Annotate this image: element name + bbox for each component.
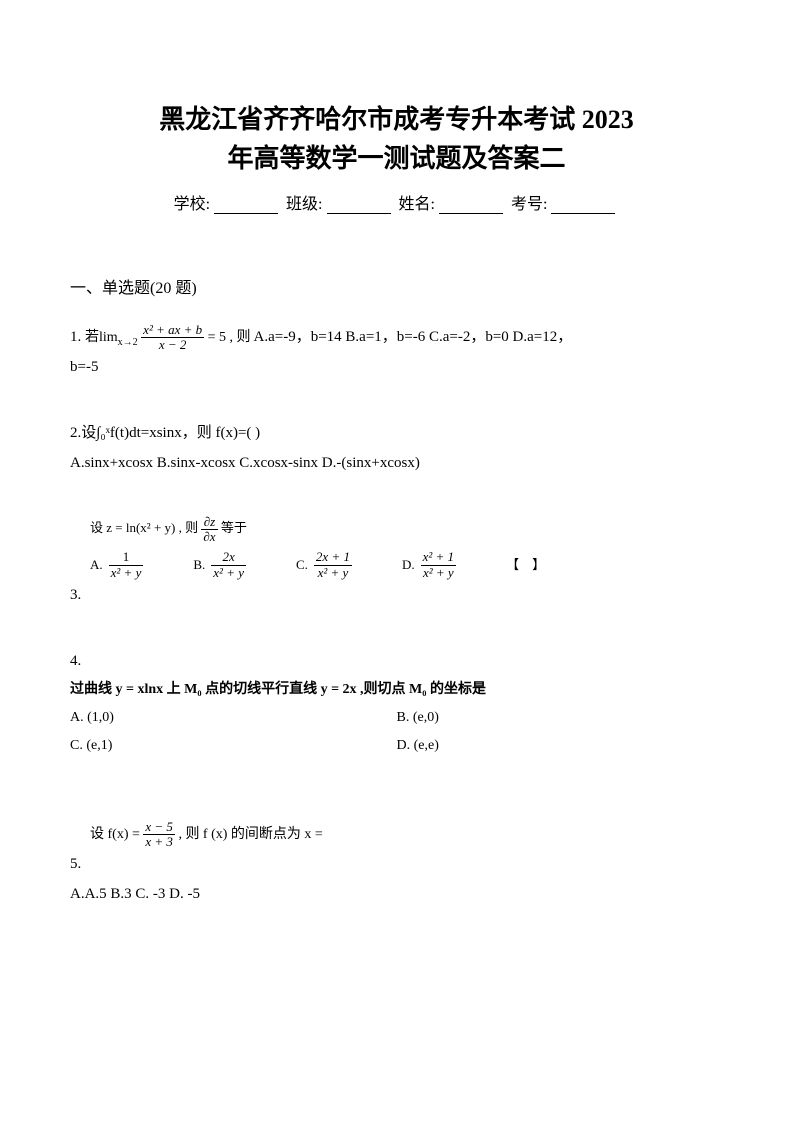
q3-d-den: x² + y [421, 566, 456, 580]
question-4: 4. 过曲线 y = xlnx 上 M₀ 点的切线平行直线 y = 2x ,则切… [70, 646, 723, 760]
school-blank [214, 198, 278, 214]
q4-opt-b: B. (e,0) [397, 704, 724, 732]
q5-frac-den: x + 3 [143, 835, 175, 849]
q3-d-label: D. [402, 551, 415, 580]
question-1: 1. 若limx→2 x² + ax + b x − 2 = 5 , 则 A.a… [70, 322, 723, 382]
q1-frac-den: x − 2 [141, 338, 204, 352]
q1-math: 若limx→2 x² + ax + b x − 2 = 5 , 则 [85, 323, 251, 353]
q3-stem-post: 等于 [221, 520, 247, 535]
q1-limsub: x→2 [118, 336, 138, 347]
q1-opts2: b=-5 [70, 359, 98, 375]
q3-bracket: 【 】 [506, 551, 545, 580]
q3-stem-pre: 设 z = ln(x² + y) , 则 [90, 520, 198, 535]
q1-prefix: 若 [85, 330, 99, 345]
section-title: 一、单选题(20 题) [70, 274, 723, 298]
q3-a-den: x² + y [109, 566, 144, 580]
q1-num: 1. [70, 329, 81, 345]
class-blank [327, 198, 391, 214]
name-blank [439, 198, 503, 214]
q3-c-label: C. [296, 551, 308, 580]
q3-num: 3. [70, 587, 81, 603]
question-2: 2.设∫₀ˣf(t)dt=xsinx，则 f(x)=( ) A.sinx+xco… [70, 418, 723, 478]
class-label: 班级: [286, 196, 322, 213]
q4-options: A. (1,0) B. (e,0) C. (e,1) D. (e,e) [70, 704, 723, 760]
q3-b-den: x² + y [211, 566, 246, 580]
school-label: 学校: [174, 196, 210, 213]
q3-inner: 设 z = ln(x² + y) , 则 ∂z ∂x 等于 A. 1 x² + … [70, 514, 723, 579]
q3-d-num: x² + 1 [421, 550, 456, 565]
q5-opts: A.A.5 B.3 C. -3 D. -5 [70, 886, 200, 902]
q4-inner: 过曲线 y = xlnx 上 M₀ 点的切线平行直线 y = 2x ,则切点 M… [70, 676, 723, 760]
q4-opt-a: A. (1,0) [70, 704, 397, 732]
q3-opt-a: A. 1 x² + y [90, 550, 143, 580]
q1-frac-num: x² + ax + b [141, 323, 204, 338]
q5-inner: 设 f(x) = x − 5 x + 3 , 则 f (x) 的间断点为 x = [70, 820, 723, 850]
q3-stem-num: ∂z [201, 515, 217, 530]
q3-b-num: 2x [211, 550, 246, 565]
q3-c-frac: 2x + 1 x² + y [314, 550, 352, 580]
title-line1: 黑龙江省齐齐哈尔市成考专升本考试 2023 [159, 105, 634, 134]
q3-opt-c: C. 2x + 1 x² + y [296, 550, 352, 580]
q3-c-num: 2x + 1 [314, 550, 352, 565]
q1-frac: x² + ax + b x − 2 [141, 323, 204, 353]
q5-num: 5. [70, 856, 81, 872]
q5-frac-num: x − 5 [143, 820, 175, 835]
id-blank [551, 198, 615, 214]
info-line: 学校: 班级: 姓名: 考号: [70, 190, 723, 214]
q4-num: 4. [70, 646, 723, 676]
name-label: 姓名: [399, 196, 435, 213]
q3-d-frac: x² + 1 x² + y [421, 550, 456, 580]
q1-eq: = 5 , 则 [208, 330, 251, 345]
q3-a-frac: 1 x² + y [109, 550, 144, 580]
q3-b-label: B. [193, 551, 205, 580]
q3-opt-d: D. x² + 1 x² + y [402, 550, 456, 580]
page-title: 黑龙江省齐齐哈尔市成考专升本考试 2023 年高等数学一测试题及答案二 [70, 100, 723, 178]
q3-c-den: x² + y [314, 566, 352, 580]
q1-lim: lim [99, 330, 118, 345]
q3-opt-b: B. 2x x² + y [193, 550, 246, 580]
q3-a-num: 1 [109, 550, 144, 565]
q4-stem: 过曲线 y = xlnx 上 M₀ 点的切线平行直线 y = 2x ,则切点 M… [70, 676, 723, 704]
q1-opts: A.a=-9，b=14 B.a=1，b=-6 C.a=-2，b=0 D.a=12… [254, 329, 573, 345]
question-5: 设 f(x) = x − 5 x + 3 , 则 f (x) 的间断点为 x =… [70, 820, 723, 910]
q5-post: , 则 f (x) 的间断点为 x = [178, 827, 322, 842]
q2-text: 2.设∫₀ˣf(t)dt=xsinx，则 f(x)=( ) [70, 418, 723, 448]
q3-options: A. 1 x² + y B. 2x x² + y C. 2x + 1 x² + … [90, 550, 723, 580]
q4-opt-c: C. (e,1) [70, 732, 397, 760]
q5-frac: x − 5 x + 3 [143, 820, 175, 850]
id-label: 考号: [511, 196, 547, 213]
q3-a-label: A. [90, 551, 103, 580]
q3-stem-frac: ∂z ∂x [201, 515, 217, 545]
q3-b-frac: 2x x² + y [211, 550, 246, 580]
title-line2: 年高等数学一测试题及答案二 [227, 144, 565, 173]
q5-pre: 设 f(x) = [90, 827, 140, 842]
q2-opts: A.sinx+xcosx B.sinx-xcosx C.xcosx-sinx D… [70, 448, 723, 478]
q3-stem-den: ∂x [201, 530, 217, 544]
q4-opt-d: D. (e,e) [397, 732, 724, 760]
question-3: 设 z = ln(x² + y) , 则 ∂z ∂x 等于 A. 1 x² + … [70, 514, 723, 609]
